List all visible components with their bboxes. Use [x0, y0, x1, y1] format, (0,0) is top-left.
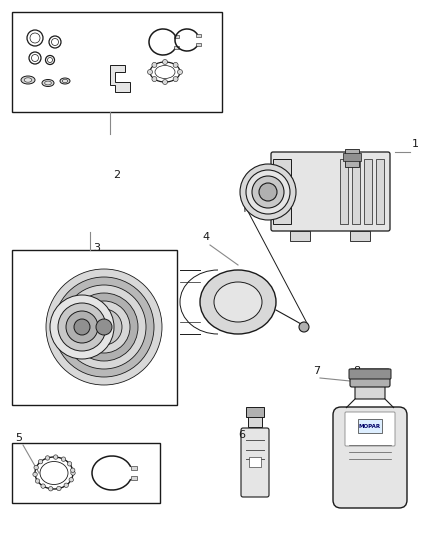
Circle shape	[173, 77, 178, 82]
Ellipse shape	[24, 78, 32, 82]
Circle shape	[50, 295, 114, 359]
Text: 4: 4	[202, 232, 209, 242]
FancyBboxPatch shape	[350, 369, 390, 387]
Text: 5: 5	[15, 433, 22, 443]
Circle shape	[74, 319, 90, 335]
Circle shape	[46, 269, 162, 385]
Ellipse shape	[62, 79, 68, 83]
Bar	[248, 413, 262, 427]
Circle shape	[162, 60, 167, 64]
Polygon shape	[110, 65, 130, 92]
Circle shape	[252, 176, 284, 208]
Bar	[273, 159, 291, 224]
Bar	[340, 159, 348, 224]
Circle shape	[67, 462, 72, 466]
Circle shape	[69, 478, 74, 482]
Text: 1: 1	[411, 139, 418, 149]
Text: 6: 6	[239, 430, 246, 440]
Bar	[174, 35, 179, 38]
Text: 8: 8	[353, 366, 360, 376]
Circle shape	[86, 309, 122, 345]
Ellipse shape	[45, 81, 51, 85]
Circle shape	[299, 322, 309, 332]
FancyBboxPatch shape	[333, 407, 407, 508]
Bar	[343, 153, 361, 161]
Bar	[12, 12, 222, 112]
Circle shape	[246, 170, 290, 214]
Circle shape	[70, 293, 138, 361]
Text: 2: 2	[113, 170, 120, 180]
Circle shape	[34, 465, 39, 470]
Circle shape	[177, 69, 183, 75]
Ellipse shape	[60, 78, 70, 84]
Text: MOPAR: MOPAR	[359, 424, 381, 429]
Circle shape	[45, 456, 49, 460]
Bar	[364, 159, 372, 224]
Circle shape	[62, 285, 146, 369]
FancyBboxPatch shape	[241, 428, 269, 497]
Bar	[249, 457, 261, 467]
Circle shape	[33, 472, 37, 477]
Text: 7: 7	[314, 366, 321, 376]
Ellipse shape	[42, 79, 54, 86]
Bar	[246, 407, 264, 417]
Bar	[196, 34, 201, 37]
FancyBboxPatch shape	[355, 381, 385, 399]
Bar	[352, 159, 360, 224]
Circle shape	[39, 459, 43, 464]
Circle shape	[78, 301, 130, 353]
FancyBboxPatch shape	[349, 369, 391, 379]
Bar	[131, 466, 137, 470]
Circle shape	[96, 319, 112, 335]
Circle shape	[64, 483, 68, 488]
Circle shape	[57, 486, 61, 491]
Circle shape	[58, 303, 106, 351]
Ellipse shape	[21, 76, 35, 84]
Circle shape	[71, 468, 75, 472]
Ellipse shape	[214, 282, 262, 322]
Text: 3: 3	[93, 243, 100, 253]
Circle shape	[41, 484, 45, 488]
Bar	[345, 149, 359, 167]
Bar	[12, 250, 177, 405]
Circle shape	[259, 183, 277, 201]
Bar	[131, 477, 137, 480]
Bar	[358, 419, 382, 433]
Bar	[376, 159, 384, 224]
Circle shape	[66, 311, 98, 343]
FancyBboxPatch shape	[271, 152, 390, 231]
Circle shape	[49, 487, 53, 491]
Bar	[196, 43, 201, 46]
Bar	[290, 231, 310, 241]
Circle shape	[61, 457, 66, 462]
Circle shape	[240, 164, 296, 220]
Bar	[12, 443, 160, 503]
Circle shape	[152, 62, 157, 68]
Ellipse shape	[200, 270, 276, 334]
Circle shape	[54, 277, 154, 377]
Circle shape	[173, 62, 178, 68]
Circle shape	[71, 471, 75, 475]
Bar	[174, 46, 179, 49]
Circle shape	[53, 455, 58, 459]
Circle shape	[162, 79, 167, 85]
Bar	[350, 231, 370, 241]
Circle shape	[148, 69, 152, 75]
Circle shape	[35, 479, 40, 483]
FancyBboxPatch shape	[345, 412, 395, 446]
Circle shape	[152, 77, 157, 82]
